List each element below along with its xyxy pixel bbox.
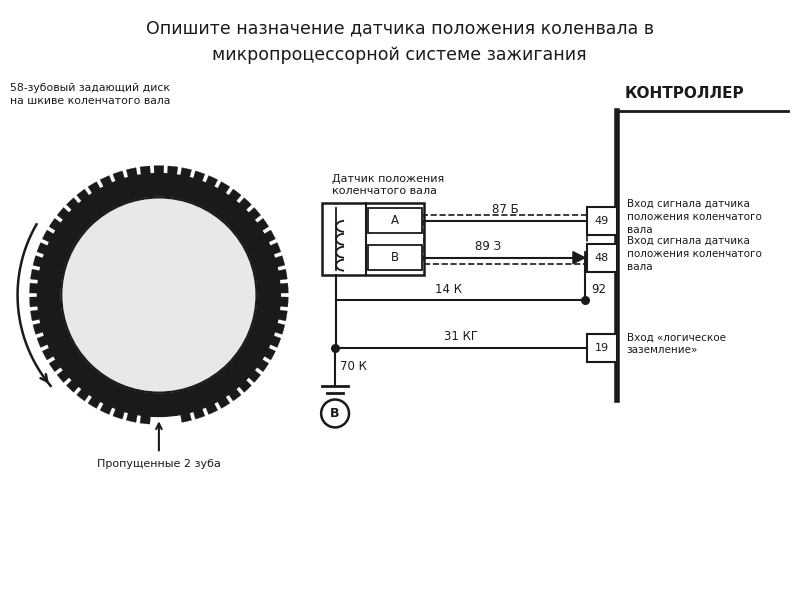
Polygon shape	[77, 189, 89, 201]
Text: Пропущенные 2 зуба: Пропущенные 2 зуба	[97, 459, 221, 469]
Text: 19: 19	[594, 343, 609, 353]
Text: Вход сигнала датчика
положения коленчатого
вала: Вход сигнала датчика положения коленчато…	[626, 236, 762, 272]
Polygon shape	[42, 230, 54, 242]
Polygon shape	[257, 359, 269, 371]
Polygon shape	[194, 171, 205, 182]
Text: 49: 49	[594, 216, 609, 226]
Polygon shape	[206, 403, 218, 415]
Polygon shape	[49, 218, 61, 231]
Polygon shape	[278, 310, 287, 321]
Polygon shape	[229, 389, 241, 401]
Polygon shape	[42, 348, 54, 360]
Polygon shape	[113, 171, 125, 182]
Text: 48: 48	[594, 253, 609, 263]
Circle shape	[321, 400, 349, 427]
Bar	[587, 334, 617, 362]
Polygon shape	[194, 409, 205, 419]
Polygon shape	[100, 176, 112, 187]
Polygon shape	[30, 297, 38, 307]
Polygon shape	[126, 413, 138, 422]
Bar	[587, 244, 617, 272]
Polygon shape	[248, 208, 261, 220]
Bar	[368, 208, 422, 233]
Polygon shape	[57, 208, 70, 220]
Text: 14 К: 14 К	[435, 283, 462, 296]
Polygon shape	[264, 230, 275, 242]
Polygon shape	[57, 370, 70, 383]
Polygon shape	[33, 323, 43, 334]
Polygon shape	[248, 370, 261, 383]
Circle shape	[38, 173, 280, 416]
Polygon shape	[154, 166, 164, 173]
Polygon shape	[37, 242, 48, 254]
Text: В: В	[330, 407, 340, 420]
Text: 89 З: 89 З	[475, 240, 502, 253]
Polygon shape	[257, 218, 269, 231]
Polygon shape	[270, 242, 281, 254]
Polygon shape	[33, 256, 43, 267]
Bar	[322, 203, 424, 275]
Text: 87 Б: 87 Б	[492, 203, 518, 216]
Polygon shape	[88, 397, 100, 409]
Polygon shape	[270, 335, 281, 347]
Polygon shape	[140, 415, 150, 424]
Text: В: В	[390, 251, 399, 264]
Text: 31 КГ: 31 КГ	[444, 330, 478, 343]
Polygon shape	[30, 283, 38, 293]
Polygon shape	[573, 252, 585, 263]
Polygon shape	[88, 182, 100, 193]
Text: КОНТРОЛЛЕР: КОНТРОЛЛЕР	[625, 86, 744, 101]
Polygon shape	[37, 335, 48, 347]
Polygon shape	[206, 176, 218, 187]
Polygon shape	[280, 297, 288, 307]
Text: микропроцессорной системе зажигания: микропроцессорной системе зажигания	[213, 46, 587, 64]
Polygon shape	[181, 413, 191, 422]
Polygon shape	[280, 283, 288, 293]
Circle shape	[63, 199, 254, 391]
Polygon shape	[278, 269, 287, 280]
Polygon shape	[49, 359, 61, 371]
Circle shape	[26, 161, 292, 428]
Bar	[368, 245, 422, 270]
Text: Вход «логическое
заземление»: Вход «логическое заземление»	[626, 332, 726, 355]
Polygon shape	[167, 166, 178, 175]
Polygon shape	[274, 256, 285, 267]
Text: 70 К: 70 К	[340, 360, 367, 373]
Polygon shape	[140, 166, 150, 175]
Text: Вход сигнала датчика
положения коленчатого
вала: Вход сигнала датчика положения коленчато…	[626, 199, 762, 235]
Polygon shape	[264, 348, 275, 360]
Polygon shape	[218, 397, 230, 409]
Text: А: А	[391, 214, 399, 227]
Bar	[424, 215, 587, 263]
Polygon shape	[113, 409, 125, 419]
Polygon shape	[100, 403, 112, 415]
Polygon shape	[126, 167, 138, 178]
Text: Датчик положения
коленчатого вала: Датчик положения коленчатого вала	[332, 173, 444, 196]
Polygon shape	[66, 198, 79, 210]
Polygon shape	[181, 167, 191, 178]
Polygon shape	[239, 380, 251, 392]
Polygon shape	[229, 189, 241, 201]
Text: 58-зубовый задающий диск
на шкиве коленчатого вала: 58-зубовый задающий диск на шкиве коленч…	[10, 83, 170, 106]
Polygon shape	[239, 198, 251, 210]
Polygon shape	[30, 310, 40, 321]
Polygon shape	[77, 389, 89, 401]
Polygon shape	[274, 323, 285, 334]
Circle shape	[62, 197, 257, 392]
Polygon shape	[30, 269, 40, 280]
Text: Опишите назначение датчика положения коленвала в: Опишите назначение датчика положения кол…	[146, 19, 654, 37]
Polygon shape	[66, 380, 79, 392]
Bar	[587, 207, 617, 235]
Text: 92: 92	[591, 283, 606, 296]
Polygon shape	[218, 182, 230, 193]
